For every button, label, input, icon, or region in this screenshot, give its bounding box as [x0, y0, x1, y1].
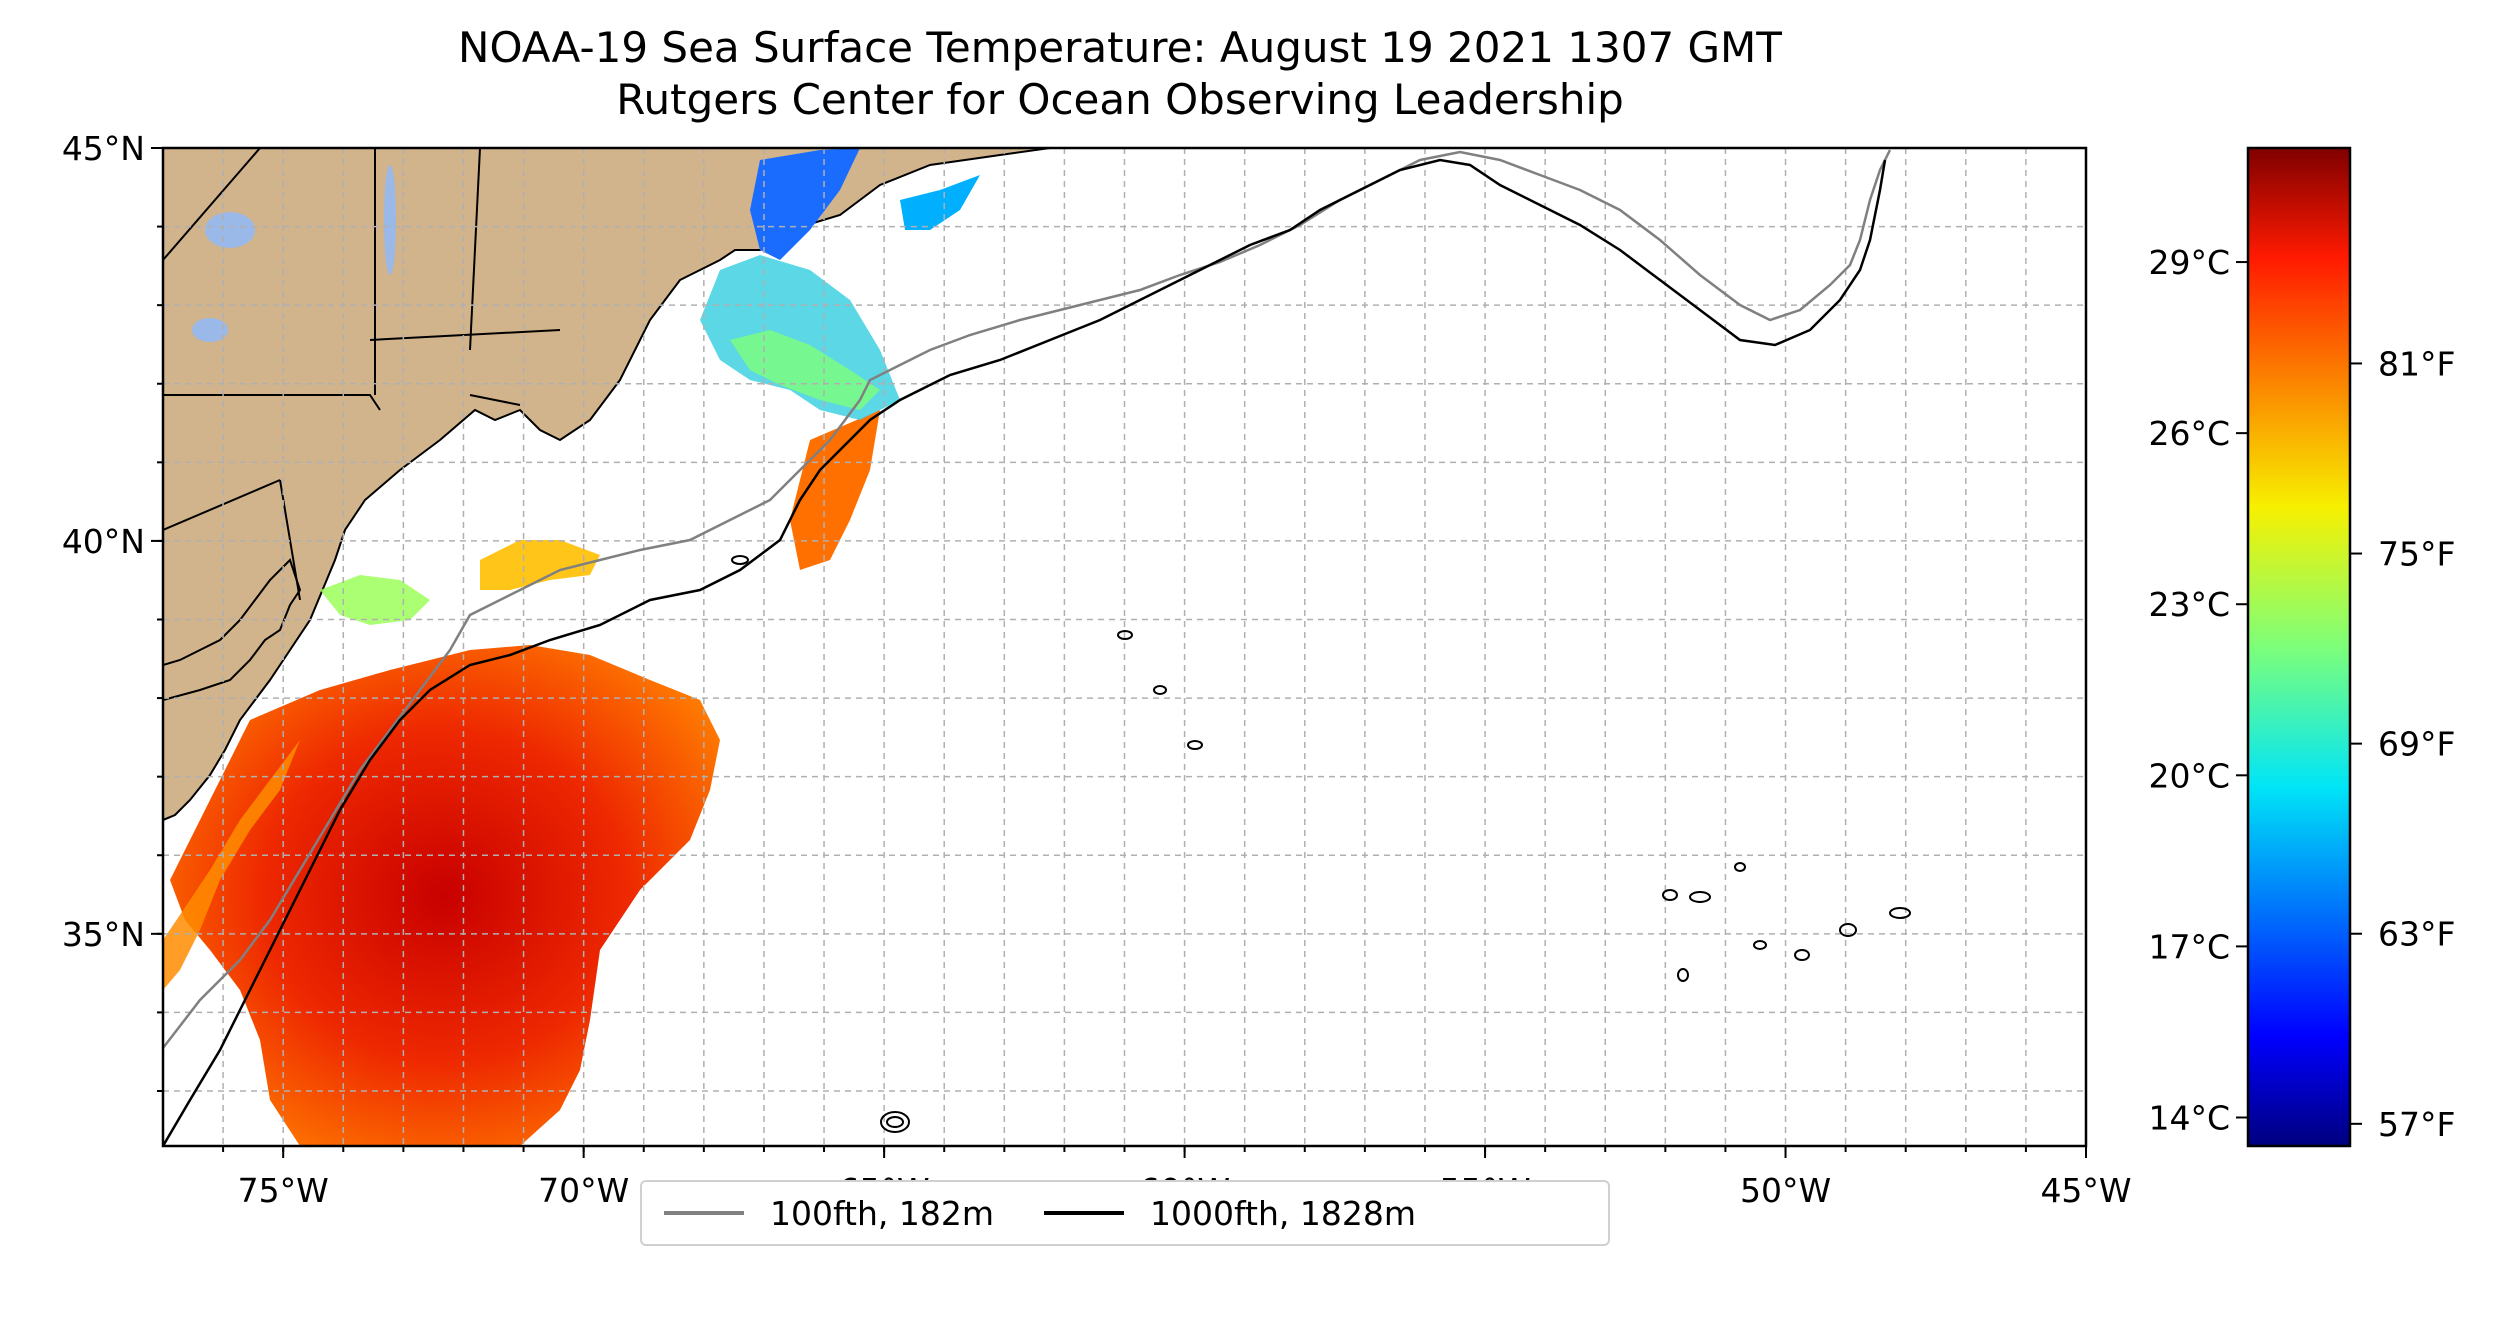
sst-eddy-strip: [790, 410, 880, 570]
legend-item-1000fth: 1000fth, 1828m: [1044, 1194, 1416, 1233]
celsius-tick-label: 17°C: [2148, 927, 2230, 966]
lake-small-1: [205, 212, 255, 248]
map-gridlines: [163, 148, 2086, 1146]
fahrenheit-tick-label: 57°F: [2378, 1105, 2455, 1144]
map-area: [163, 148, 2086, 1146]
land-coastal-plain: [163, 558, 302, 702]
sst-green-shelf: [730, 330, 880, 410]
lon-tick-label: 70°W: [538, 1171, 629, 1210]
celsius-tick-label: 29°C: [2148, 243, 2230, 282]
fahrenheit-tick-label: 63°F: [2378, 915, 2455, 954]
colorbar-celsius-axis: 29°C 26°C 23°C 20°C 17°C 14°C: [2148, 243, 2248, 1137]
title-line-1: NOAA-19 Sea Surface Temperature: August …: [458, 23, 1782, 72]
sst-warm-mass: [170, 645, 720, 1146]
lon-tick-label: 45°W: [2040, 1171, 2131, 1210]
legend-label-100fth: 100fth, 182m: [770, 1193, 994, 1233]
chart-title: NOAA-19 Sea Surface Temperature: August …: [160, 22, 2080, 126]
lat-tick-label: 45°N: [62, 129, 145, 168]
seamount-contours: [731, 555, 1911, 1133]
celsius-tick-label: 20°C: [2148, 756, 2230, 795]
celsius-tick-label: 26°C: [2148, 414, 2230, 453]
celsius-tick-label: 23°C: [2148, 585, 2230, 624]
sst-green-offshore: [320, 575, 430, 625]
legend-swatch-1000fth: [1044, 1211, 1124, 1215]
colorbar: [2246, 146, 2352, 1148]
celsius-tick-label: 14°C: [2148, 1098, 2230, 1137]
fahrenheit-tick-label: 75°F: [2378, 535, 2455, 574]
lon-tick-label: 75°W: [238, 1171, 329, 1210]
legend-label-1000fth: 1000fth, 1828m: [1150, 1193, 1416, 1233]
fahrenheit-tick-label: 69°F: [2378, 725, 2455, 764]
sst-yellow-patches: [480, 540, 600, 590]
lon-tick-label: 50°W: [1740, 1171, 1831, 1210]
sst-data: [163, 148, 980, 1146]
fahrenheit-tick-label: 81°F: [2378, 344, 2455, 383]
title-line-2: Rutgers Center for Ocean Observing Leade…: [616, 75, 1624, 124]
sst-orange-edge: [163, 740, 300, 990]
lat-tick-label: 35°N: [62, 915, 145, 954]
isobath-100fth: [163, 149, 1892, 1049]
lake-small-2: [192, 318, 228, 342]
lake-champlain: [384, 165, 396, 275]
lat-axis: 45°N 40°N 35°N: [62, 129, 163, 1092]
sst-cold-fundy: [750, 148, 860, 260]
isobath-1000fth: [163, 158, 1887, 1146]
state-borders: [163, 148, 561, 601]
legend-item-100fth: 100fth, 182m: [664, 1194, 994, 1233]
lat-tick-label: 40°N: [62, 522, 145, 561]
colorbar-fahrenheit-axis: 81°F 75°F 69°F 63°F 57°F: [2350, 344, 2455, 1144]
legend: 100fth, 182m 1000fth, 1828m: [640, 1180, 1610, 1246]
legend-swatch-100fth: [664, 1211, 744, 1215]
sst-cold-nova-scotia: [900, 175, 980, 230]
